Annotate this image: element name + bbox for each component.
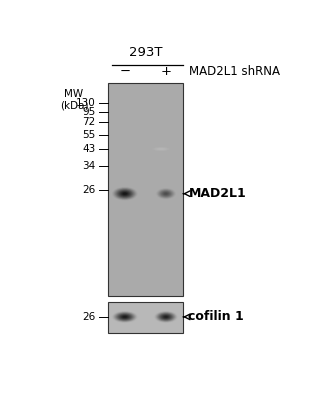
Ellipse shape [161,314,171,319]
Ellipse shape [156,148,166,150]
Ellipse shape [112,311,138,323]
Ellipse shape [117,313,133,321]
Ellipse shape [155,311,177,322]
Ellipse shape [159,149,163,150]
FancyBboxPatch shape [108,84,183,296]
Ellipse shape [115,188,134,199]
Ellipse shape [116,313,134,321]
Ellipse shape [162,315,170,319]
Ellipse shape [123,316,127,318]
Text: 43: 43 [83,144,96,154]
Ellipse shape [150,146,173,152]
Ellipse shape [160,314,172,320]
Ellipse shape [116,189,133,198]
Ellipse shape [157,312,175,322]
Text: 26: 26 [83,185,96,195]
Ellipse shape [158,148,164,150]
Text: 293T: 293T [129,46,162,59]
Text: MW
(kDa): MW (kDa) [60,89,88,110]
Ellipse shape [163,316,169,318]
Ellipse shape [121,315,129,319]
Ellipse shape [158,313,173,321]
Ellipse shape [119,191,130,196]
Ellipse shape [158,189,174,198]
Ellipse shape [157,148,165,150]
Text: 26: 26 [83,312,96,322]
Ellipse shape [112,187,138,200]
Ellipse shape [122,316,128,318]
Ellipse shape [156,312,176,322]
Ellipse shape [158,148,165,150]
Text: MAD2L1: MAD2L1 [188,187,246,200]
Ellipse shape [113,311,137,322]
Ellipse shape [122,192,128,195]
Ellipse shape [120,314,130,319]
Text: MAD2L1 shRNA: MAD2L1 shRNA [189,64,280,78]
FancyBboxPatch shape [108,302,183,333]
Text: 95: 95 [83,107,96,117]
Text: cofilin 1: cofilin 1 [188,310,244,323]
Text: 72: 72 [83,117,96,127]
Text: 130: 130 [76,98,96,108]
Ellipse shape [160,190,172,197]
Text: 34: 34 [83,161,96,171]
Ellipse shape [113,188,137,200]
Ellipse shape [158,190,173,198]
Ellipse shape [119,190,131,197]
Ellipse shape [155,148,167,150]
Text: 55: 55 [83,130,96,140]
Ellipse shape [114,312,136,322]
Ellipse shape [121,192,129,196]
Ellipse shape [111,186,139,201]
Ellipse shape [156,188,176,199]
Ellipse shape [115,312,135,322]
Ellipse shape [123,192,127,195]
Ellipse shape [154,147,168,151]
Ellipse shape [157,188,175,199]
Ellipse shape [159,190,173,198]
Ellipse shape [164,316,168,318]
Ellipse shape [117,190,132,198]
Ellipse shape [152,147,170,151]
Ellipse shape [114,188,135,199]
Ellipse shape [163,192,169,196]
Ellipse shape [153,147,169,151]
Ellipse shape [155,188,177,200]
Ellipse shape [150,146,172,152]
Ellipse shape [119,314,131,320]
Ellipse shape [151,147,171,151]
Ellipse shape [154,311,178,323]
Ellipse shape [159,314,173,320]
Text: −: − [119,64,130,78]
Ellipse shape [158,313,174,321]
Ellipse shape [164,193,168,195]
Text: +: + [160,64,172,78]
Ellipse shape [162,191,170,196]
Ellipse shape [163,192,168,195]
Ellipse shape [118,314,132,320]
Ellipse shape [161,191,171,196]
